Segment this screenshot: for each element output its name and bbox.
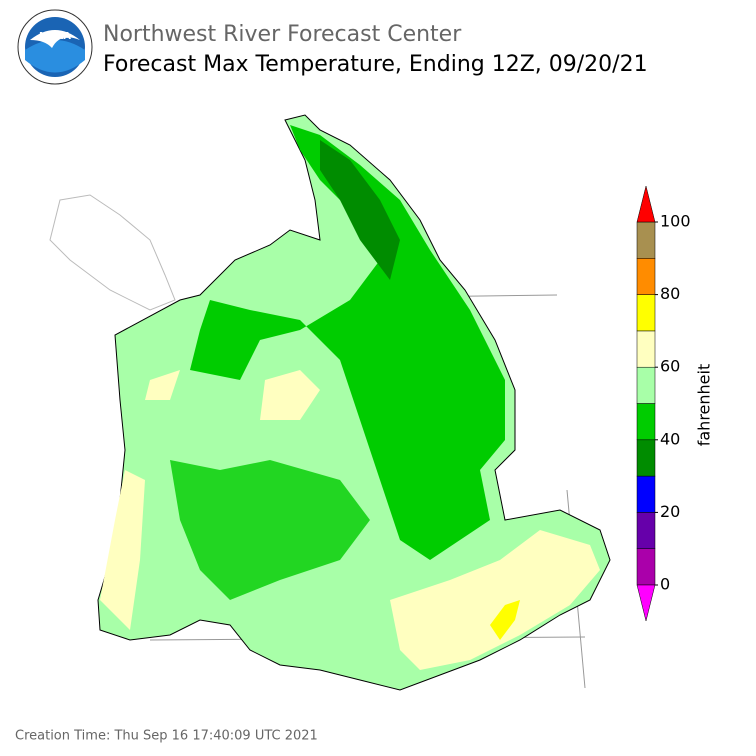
tick-label: 80 [660,284,680,303]
tick-label: 100 [660,212,691,231]
title: Northwest River Forecast Center [103,22,462,47]
tick-label: 20 [660,502,680,521]
over-triangle [636,185,656,223]
color-bin [636,475,656,513]
color-bin [636,366,656,404]
subtitle: Forecast Max Temperature, Ending 12Z, 09… [103,52,648,77]
creation-time: Creation Time: Thu Sep 16 17:40:09 UTC 2… [15,729,318,744]
color-bin [636,330,656,368]
noaa-logo: NOAA [17,9,93,85]
tick-label: 40 [660,429,680,448]
color-bin [636,403,656,441]
tick-label: 0 [660,575,670,594]
color-bin [636,548,656,586]
color-bin [636,512,656,549]
color-bin [636,294,656,332]
map [49,114,611,691]
logo-text: NOAA [39,31,71,42]
color-bin [636,258,656,295]
colorbar-label: fahrenheit [695,364,714,447]
colorbar: 0 20 40 60 80 100 [636,185,691,622]
tick-label: 60 [660,357,680,376]
color-bin [636,439,656,477]
under-triangle [636,584,656,622]
color-bin [636,221,656,259]
